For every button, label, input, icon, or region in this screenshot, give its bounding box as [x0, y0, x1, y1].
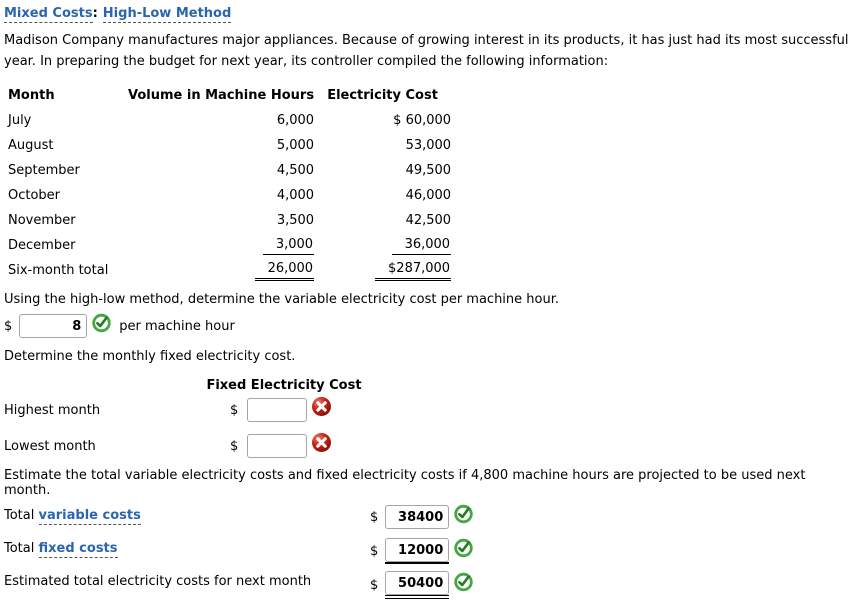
q3-prompt: Estimate the total variable electricity …	[4, 468, 806, 498]
header-volume: Volume in Machine Hours	[128, 88, 315, 103]
q1-prompt: Using the high-low method, determine the…	[4, 292, 560, 307]
table-row: October 4,000 46,000	[8, 183, 451, 208]
header-month: Month	[8, 88, 55, 103]
total-fixed-costs-input[interactable]	[385, 538, 450, 562]
per-machine-hour-label: per machine hour	[119, 318, 235, 334]
table-row: December 3,000 36,000	[8, 233, 452, 258]
dollar-sign: $	[370, 543, 379, 559]
lowest-month-input[interactable]	[247, 434, 308, 458]
cell-volume: 3,000	[128, 233, 315, 258]
problem-statement: Madison Company manufactures major appli…	[4, 33, 849, 69]
cell-cost: $ 60,000	[393, 113, 452, 128]
label-prefix: Total	[4, 541, 35, 556]
total-fixed-costs-label: Total fixed costs	[4, 541, 118, 558]
cell-cost: 46,000	[405, 188, 452, 203]
cell-month: Six-month total	[8, 263, 109, 278]
cell-cost: 53,000	[405, 138, 452, 153]
cell-month: September	[8, 163, 80, 178]
table-row: July 6,000 $ 60,000	[8, 108, 451, 133]
estimated-total-costs-row: Estimated total electricity costs for ne…	[4, 568, 854, 601]
cell-month: November	[8, 213, 76, 228]
label-prefix: Total	[4, 508, 35, 523]
total-fixed-costs-row: Total fixed costs $	[4, 535, 854, 568]
table-row: August 5,000 53,000	[8, 133, 451, 158]
cell-volume: 4,500	[276, 163, 315, 178]
variable-cost-per-hour-input[interactable]	[19, 314, 88, 338]
highest-month-row: Highest month $	[4, 395, 854, 429]
lowest-month-label: Lowest month	[4, 439, 96, 454]
total-variable-costs-row: Total variable costs $	[4, 502, 854, 535]
cell-volume: 3,500	[276, 213, 315, 228]
estimated-total-costs-input[interactable]	[385, 571, 450, 595]
highest-month-input[interactable]	[247, 398, 308, 422]
cell-month: October	[8, 188, 61, 203]
incorrect-icon	[311, 432, 332, 453]
fixed-costs-link[interactable]: fixed costs	[38, 541, 118, 558]
dollar-sign: $	[370, 509, 379, 525]
estimated-total-costs-label: Estimated total electricity costs for ne…	[4, 574, 312, 589]
title-separator: :	[92, 6, 98, 21]
cell-month: July	[8, 113, 32, 128]
lowest-month-row: Lowest month $	[4, 431, 854, 465]
total-variable-costs-label: Total variable costs	[4, 508, 141, 525]
correct-icon	[453, 537, 474, 558]
cell-cost: 49,500	[405, 163, 452, 178]
table-total-row: Six-month total 26,000 $287,000	[8, 258, 452, 283]
q1-answer-row: $ per machine hour	[4, 312, 854, 340]
cell-cost: 36,000	[314, 233, 452, 258]
dollar-sign: $	[4, 318, 13, 334]
table-row: November 3,500 42,500	[8, 208, 451, 233]
table-header-row: Month Volume in Machine Hours Electricit…	[8, 83, 451, 108]
cell-volume: 26,000	[128, 258, 315, 283]
table-row: September 4,500 49,500	[8, 158, 451, 183]
cell-cost: 42,500	[405, 213, 452, 228]
cell-cost: $287,000	[314, 258, 452, 283]
correct-icon	[91, 312, 112, 333]
mixed-costs-link[interactable]: Mixed Costs	[4, 6, 93, 23]
highest-month-label: Highest month	[4, 403, 101, 418]
incorrect-icon	[311, 396, 332, 417]
correct-icon	[453, 503, 474, 524]
high-low-method-link[interactable]: High-Low Method	[102, 6, 232, 23]
dollar-sign: $	[370, 577, 379, 593]
q2-prompt: Determine the monthly fixed electricity …	[4, 349, 296, 364]
fixed-electricity-cost-heading: Fixed Electricity Cost	[206, 378, 362, 393]
cell-month: August	[8, 138, 54, 153]
variable-costs-link[interactable]: variable costs	[38, 508, 141, 525]
page-title: Mixed Costs: High-Low Method	[4, 4, 854, 23]
dollar-sign: $	[230, 438, 239, 454]
total-variable-costs-input[interactable]	[385, 505, 450, 529]
correct-icon	[453, 571, 474, 592]
cell-volume: 6,000	[276, 113, 315, 128]
cell-volume: 5,000	[276, 138, 315, 153]
cell-volume: 4,000	[276, 188, 315, 203]
dollar-sign: $	[230, 402, 239, 418]
cost-data-table: Month Volume in Machine Hours Electricit…	[8, 83, 452, 283]
cell-month: December	[8, 238, 76, 253]
header-cost: Electricity Cost	[327, 88, 438, 103]
